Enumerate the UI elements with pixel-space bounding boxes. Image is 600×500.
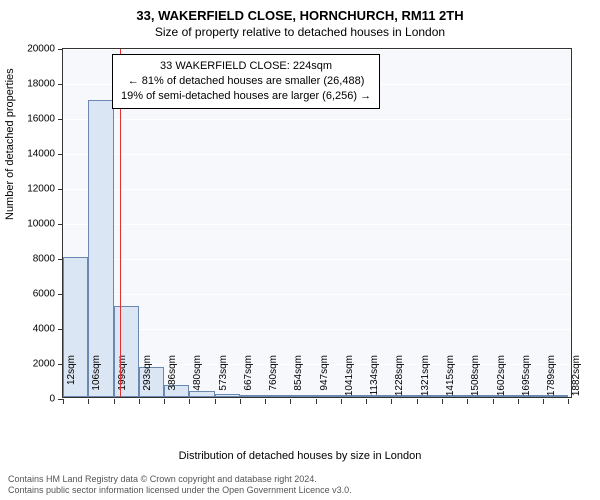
x-tick-label: 293sqm bbox=[142, 355, 153, 405]
y-tick-label: 4000 bbox=[11, 324, 55, 335]
x-tick-mark bbox=[189, 399, 190, 404]
x-tick-mark bbox=[63, 399, 64, 404]
x-tick-label: 106sqm bbox=[91, 355, 102, 405]
gridline bbox=[63, 329, 571, 330]
x-tick-mark bbox=[139, 399, 140, 404]
x-tick-mark bbox=[442, 399, 443, 404]
y-tick-mark bbox=[58, 84, 63, 85]
y-tick-mark bbox=[58, 49, 63, 50]
x-axis-label: Distribution of detached houses by size … bbox=[0, 450, 600, 462]
y-tick-mark bbox=[58, 154, 63, 155]
x-tick-label: 1134sqm bbox=[369, 355, 380, 405]
y-tick-label: 16000 bbox=[11, 114, 55, 125]
y-tick-mark bbox=[58, 189, 63, 190]
y-tick-label: 2000 bbox=[11, 359, 55, 370]
x-tick-label: 1789sqm bbox=[546, 355, 557, 405]
x-tick-mark bbox=[568, 399, 569, 404]
x-tick-label: 1508sqm bbox=[470, 355, 481, 405]
histogram-bar bbox=[88, 100, 113, 398]
x-tick-mark bbox=[265, 399, 266, 404]
x-tick-mark bbox=[215, 399, 216, 404]
annotation-line2: ← 81% of detached houses are smaller (26… bbox=[121, 74, 371, 89]
y-tick-label: 0 bbox=[11, 394, 55, 405]
annotation-box: 33 WAKERFIELD CLOSE: 224sqm ← 81% of det… bbox=[112, 54, 380, 109]
x-tick-mark bbox=[240, 399, 241, 404]
gridline bbox=[63, 224, 571, 225]
y-tick-mark bbox=[58, 224, 63, 225]
gridline bbox=[63, 119, 571, 120]
gridline bbox=[63, 364, 571, 365]
x-tick-label: 760sqm bbox=[268, 355, 279, 405]
y-tick-label: 14000 bbox=[11, 149, 55, 160]
y-tick-label: 10000 bbox=[11, 219, 55, 230]
x-tick-mark bbox=[543, 399, 544, 404]
annotation-line1: 33 WAKERFIELD CLOSE: 224sqm bbox=[121, 59, 371, 74]
y-tick-label: 6000 bbox=[11, 289, 55, 300]
x-tick-mark bbox=[290, 399, 291, 404]
x-tick-mark bbox=[493, 399, 494, 404]
y-tick-label: 20000 bbox=[11, 44, 55, 55]
x-tick-label: 1695sqm bbox=[521, 355, 532, 405]
annotation-line3: 19% of semi-detached houses are larger (… bbox=[121, 89, 371, 104]
x-tick-mark bbox=[341, 399, 342, 404]
x-tick-label: 1882sqm bbox=[571, 355, 582, 405]
y-tick-label: 8000 bbox=[11, 254, 55, 265]
gridline bbox=[63, 154, 571, 155]
gridline bbox=[63, 294, 571, 295]
y-axis-label: Number of detached properties bbox=[4, 68, 16, 220]
x-tick-mark bbox=[164, 399, 165, 404]
footer: Contains HM Land Registry data © Crown c… bbox=[8, 474, 352, 496]
x-tick-label: 854sqm bbox=[293, 355, 304, 405]
x-tick-mark bbox=[518, 399, 519, 404]
x-tick-label: 480sqm bbox=[192, 355, 203, 405]
gridline bbox=[63, 189, 571, 190]
x-tick-mark bbox=[366, 399, 367, 404]
footer-line2: Contains public sector information licen… bbox=[8, 485, 352, 496]
x-tick-label: 12sqm bbox=[66, 355, 77, 405]
x-tick-label: 199sqm bbox=[117, 355, 128, 405]
x-tick-mark bbox=[114, 399, 115, 404]
x-tick-mark bbox=[391, 399, 392, 404]
x-tick-label: 1228sqm bbox=[394, 355, 405, 405]
gridline bbox=[63, 49, 571, 50]
x-tick-mark bbox=[316, 399, 317, 404]
chart-title: 33, WAKERFIELD CLOSE, HORNCHURCH, RM11 2… bbox=[0, 0, 600, 23]
x-tick-label: 386sqm bbox=[167, 355, 178, 405]
x-tick-label: 1041sqm bbox=[344, 355, 355, 405]
footer-line1: Contains HM Land Registry data © Crown c… bbox=[8, 474, 352, 485]
x-tick-label: 1321sqm bbox=[420, 355, 431, 405]
x-tick-mark bbox=[467, 399, 468, 404]
y-tick-mark bbox=[58, 119, 63, 120]
x-tick-label: 947sqm bbox=[319, 355, 330, 405]
gridline bbox=[63, 259, 571, 260]
x-tick-label: 667sqm bbox=[243, 355, 254, 405]
x-tick-label: 1415sqm bbox=[445, 355, 456, 405]
chart-container: 0200040006000800010000120001400016000180… bbox=[62, 48, 572, 398]
chart-subtitle: Size of property relative to detached ho… bbox=[0, 23, 600, 39]
y-tick-label: 18000 bbox=[11, 79, 55, 90]
x-tick-mark bbox=[417, 399, 418, 404]
y-tick-label: 12000 bbox=[11, 184, 55, 195]
x-tick-label: 1602sqm bbox=[496, 355, 507, 405]
x-tick-label: 573sqm bbox=[218, 355, 229, 405]
x-tick-mark bbox=[88, 399, 89, 404]
